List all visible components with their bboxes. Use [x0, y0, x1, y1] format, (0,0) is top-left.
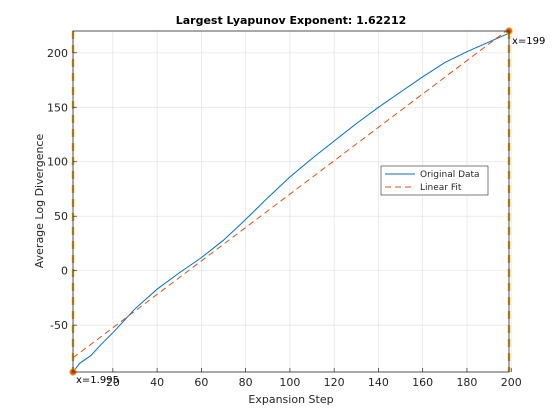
series-line-linear-fit: [72, 28, 510, 359]
y-tick-label: 200: [47, 47, 68, 60]
x-tick-label: 80: [239, 376, 253, 389]
x-tick-label: 160: [412, 376, 433, 389]
x-tick-label: 20: [106, 376, 120, 389]
legend-label-linear-fit: Linear Fit: [420, 183, 462, 193]
chart-title: Largest Lyapunov Exponent: 1.62212: [176, 14, 407, 27]
legend-label-original-data: Original Data: [420, 170, 480, 180]
y-tick-label: -50: [50, 319, 68, 332]
x-tick-label: 200: [501, 376, 522, 389]
x-axis-label: Expansion Step: [248, 393, 333, 406]
x-tick-label: 100: [279, 376, 300, 389]
y-axis-label: Average Log Divergence: [33, 134, 46, 269]
marker-label: x=1.995: [76, 375, 119, 386]
marker-label: x=199: [512, 36, 545, 47]
x-tick-label: 60: [194, 376, 208, 389]
plot-frame: [72, 30, 510, 373]
x-tick-label: 140: [368, 376, 389, 389]
legend: Original Data Linear Fit: [380, 165, 489, 196]
x-tick-label: 40: [150, 376, 164, 389]
y-tick-label: 0: [61, 265, 68, 278]
x-tick-label: 180: [456, 376, 477, 389]
series-layer: [72, 28, 510, 373]
y-tick-label: 50: [54, 210, 68, 223]
legend-box: [380, 165, 489, 196]
y-tick-label: 150: [47, 101, 68, 114]
x-tick-label: 120: [324, 376, 345, 389]
grid: [73, 31, 512, 372]
plot-area: [73, 31, 509, 372]
y-tick-label: 100: [47, 156, 68, 169]
series-line-original-data: [72, 32, 510, 373]
ticks: 20 40 60 80 100 120 140 160 180 200 -50 0 50 100 150 20…: [47, 47, 522, 389]
